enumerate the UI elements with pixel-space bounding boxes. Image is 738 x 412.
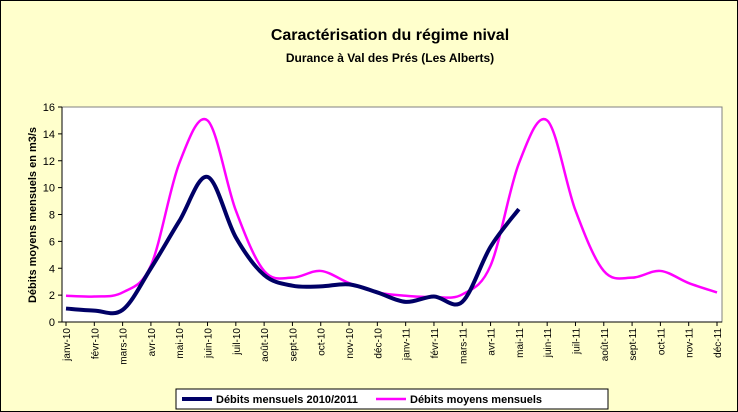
legend-label: Débits moyens mensuels <box>410 394 542 406</box>
x-tick-label: avr-10 <box>147 328 158 357</box>
y-tick-label: 8 <box>49 210 55 222</box>
x-tick-label: avr-11 <box>487 328 498 356</box>
y-tick-label: 16 <box>43 102 55 114</box>
y-tick-label: 14 <box>43 129 55 141</box>
data-line <box>65 174 521 316</box>
x-tick-label: déc-11 <box>713 328 724 358</box>
y-tick-label: 10 <box>43 183 55 195</box>
y-tick-label: 6 <box>49 236 55 248</box>
y-tick-label: 12 <box>43 156 55 168</box>
y-tick-label: 2 <box>49 290 55 302</box>
x-tick-label: sept-11 <box>628 328 639 361</box>
x-tick-label: déc-10 <box>373 328 384 359</box>
x-tick-label: sept-10 <box>288 328 299 362</box>
x-tick-label: août-11 <box>600 328 611 362</box>
x-tick-label: nov-10 <box>345 328 356 359</box>
x-tick-label: nov-11 <box>685 328 696 358</box>
x-tick-label: oct-11 <box>656 328 667 355</box>
x-tick-label: janv-10 <box>62 328 73 362</box>
x-tick-label: juil-10 <box>232 328 243 356</box>
x-tick-label: mars-10 <box>119 328 130 365</box>
data-line <box>65 117 718 299</box>
y-tick-label: 0 <box>49 317 55 329</box>
chart-title: Caractérisation du régime nival <box>271 27 509 44</box>
x-tick-label: juin-10 <box>204 328 215 359</box>
x-tick-label: mai-10 <box>175 328 186 359</box>
y-tick-label: 4 <box>49 263 55 275</box>
plot-area <box>61 106 723 323</box>
x-tick-label: févr-10 <box>90 328 101 360</box>
x-tick-label: mai-11 <box>515 328 526 358</box>
x-tick-label: août-10 <box>260 328 271 362</box>
y-axis-label: Débits moyens mensuels en m3/s <box>27 127 39 303</box>
x-tick-label: mars-11 <box>458 328 469 364</box>
x-tick-label: juin-11 <box>543 328 554 359</box>
x-tick-label: juil-11 <box>571 328 582 355</box>
x-tick-label: janv-11 <box>402 328 413 361</box>
chart-subtitle: Durance à Val des Prés (Les Alberts) <box>286 51 494 65</box>
x-tick-label: févr-11 <box>430 328 441 359</box>
x-tick-label: oct-10 <box>317 328 328 356</box>
legend-label: Débits mensuels 2010/2011 <box>216 394 358 406</box>
